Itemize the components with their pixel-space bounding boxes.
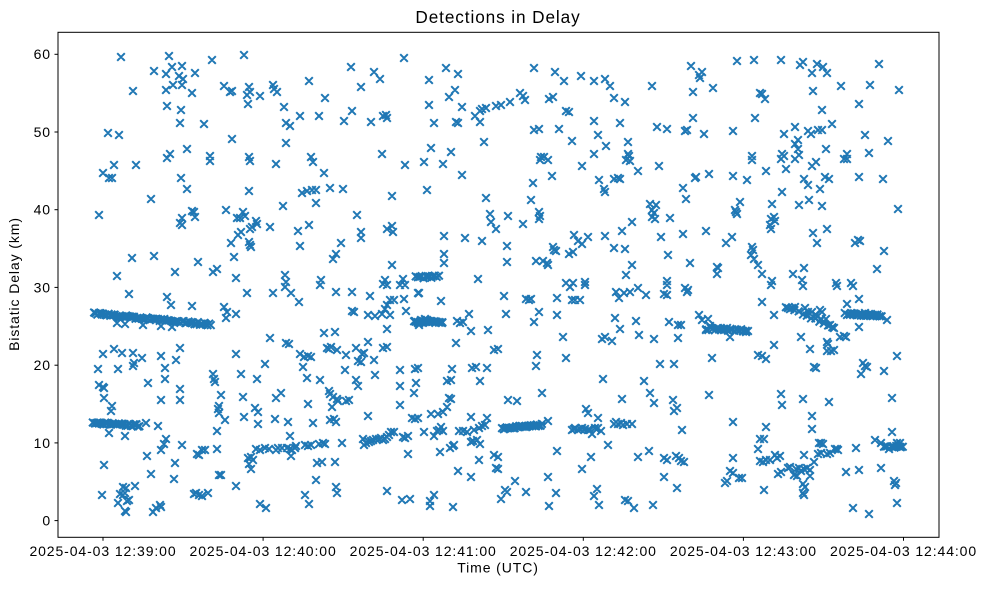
svg-text:Time (UTC): Time (UTC)	[457, 560, 539, 576]
svg-text:40: 40	[34, 202, 51, 218]
svg-text:60: 60	[34, 46, 51, 62]
svg-text:2025-04-03 12:43:00: 2025-04-03 12:43:00	[670, 543, 817, 559]
svg-text:20: 20	[34, 357, 51, 373]
svg-text:2025-04-03 12:41:00: 2025-04-03 12:41:00	[350, 543, 497, 559]
svg-text:2025-04-03 12:44:00: 2025-04-03 12:44:00	[830, 543, 977, 559]
svg-text:10: 10	[34, 435, 51, 451]
svg-text:50: 50	[34, 124, 51, 140]
svg-text:Bistatic Delay (km): Bistatic Delay (km)	[6, 217, 22, 351]
svg-text:30: 30	[34, 279, 51, 295]
svg-text:Detections in Delay: Detections in Delay	[415, 7, 580, 27]
svg-text:2025-04-03 12:39:00: 2025-04-03 12:39:00	[29, 543, 176, 559]
svg-text:0: 0	[42, 513, 51, 529]
svg-text:2025-04-03 12:42:00: 2025-04-03 12:42:00	[510, 543, 657, 559]
svg-text:2025-04-03 12:40:00: 2025-04-03 12:40:00	[190, 543, 337, 559]
